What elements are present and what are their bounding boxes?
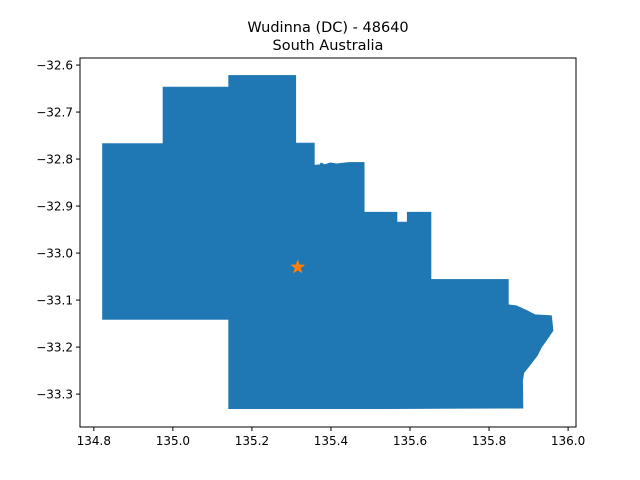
y-tick-label: −32.6 <box>36 58 73 72</box>
map-subtitle: South Australia <box>273 38 384 54</box>
location-star-marker <box>290 259 306 274</box>
region-polygon <box>102 75 554 410</box>
map-title: Wudinna (DC) - 48640 <box>247 20 408 36</box>
y-tick-label: −33.0 <box>36 246 73 260</box>
y-tick-label: −32.9 <box>36 199 73 213</box>
x-tick-label: 135.2 <box>235 434 269 448</box>
x-tick-label: 135.8 <box>472 434 506 448</box>
plot-area: 134.8 135.0 135.2 135.4 135.6 135.8 136.0 −32.6… <box>36 57 585 448</box>
y-tick-label: −33.1 <box>36 293 73 307</box>
x-tick-label: 135.4 <box>314 434 348 448</box>
y-tick-label: −32.8 <box>36 152 73 166</box>
x-tick-label: 136.0 <box>551 434 585 448</box>
x-tick-label: 135.6 <box>393 434 427 448</box>
y-tick-label: −32.7 <box>36 105 73 119</box>
axes-frame <box>79 57 577 428</box>
y-tick-label: −33.2 <box>36 340 73 354</box>
x-tick-label: 134.8 <box>77 434 111 448</box>
x-tick-label: 135.0 <box>156 434 190 448</box>
y-tick-label: −33.3 <box>36 387 73 401</box>
